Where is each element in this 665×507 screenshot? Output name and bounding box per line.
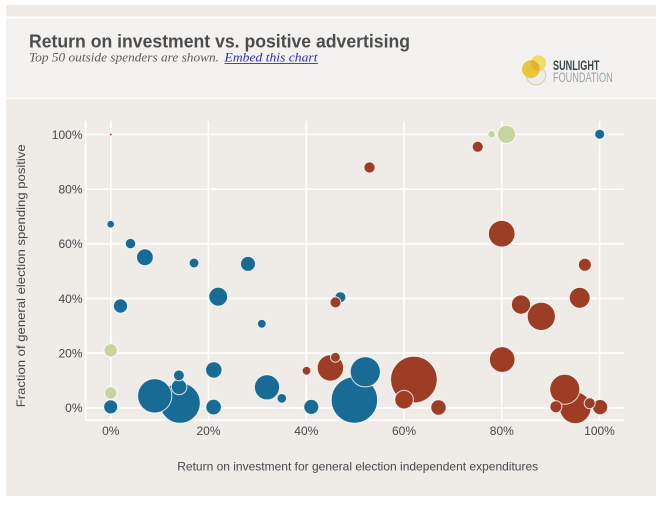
- svg-text:Top 50 outside spenders are sh: Top 50 outside spenders are shown.: [29, 49, 219, 64]
- svg-text:80%: 80%: [58, 183, 82, 197]
- svg-text:FOUNDATION: FOUNDATION: [553, 69, 613, 85]
- svg-text:SUNLIGHT: SUNLIGHT: [553, 57, 600, 73]
- svg-text:40%: 40%: [294, 424, 318, 438]
- svg-text:100%: 100%: [584, 424, 615, 438]
- svg-text:80%: 80%: [490, 424, 514, 438]
- svg-text:Return on investment for gener: Return on investment for general electio…: [177, 459, 538, 473]
- svg-text:Fraction of general election s: Fraction of general election spending po…: [14, 144, 28, 407]
- svg-text:Return on investment vs. posit: Return on investment vs. positive advert…: [29, 31, 410, 51]
- svg-text:0%: 0%: [102, 424, 120, 438]
- svg-text:60%: 60%: [392, 424, 416, 438]
- svg-text:60%: 60%: [58, 237, 82, 251]
- svg-text:20%: 20%: [58, 346, 82, 360]
- svg-text:20%: 20%: [196, 424, 220, 438]
- svg-text:0%: 0%: [65, 401, 83, 415]
- svg-text:Embed this chart: Embed this chart: [223, 49, 317, 64]
- svg-text:40%: 40%: [58, 292, 82, 306]
- svg-text:100%: 100%: [52, 128, 83, 142]
